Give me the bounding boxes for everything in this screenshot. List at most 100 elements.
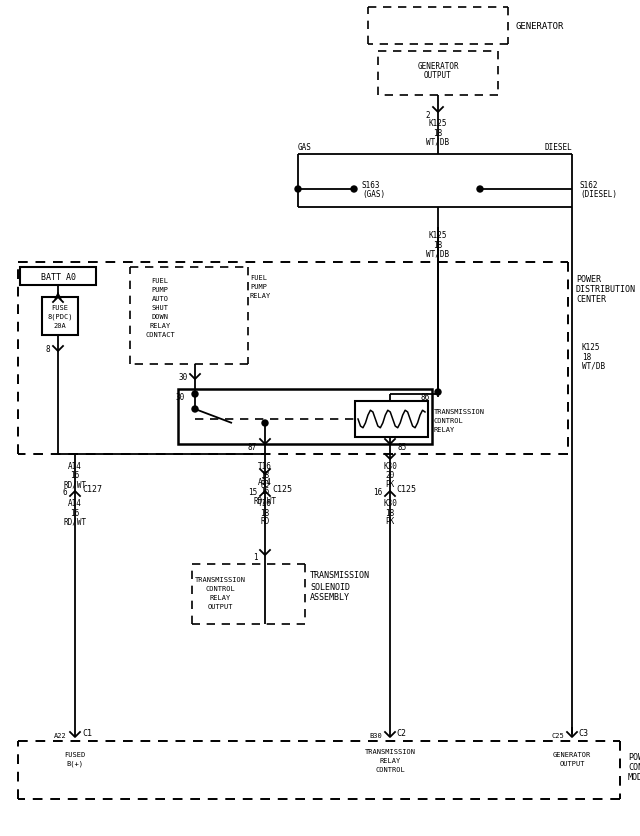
Text: B(+): B(+)	[67, 760, 83, 767]
Text: FUSE: FUSE	[51, 304, 68, 311]
Text: K125: K125	[429, 232, 447, 240]
Text: AUTO: AUTO	[152, 296, 168, 302]
Text: OUTPUT: OUTPUT	[207, 604, 233, 609]
Text: C3: C3	[578, 729, 588, 737]
Text: CENTER: CENTER	[576, 295, 606, 304]
Text: K125: K125	[582, 343, 600, 352]
Text: C1: C1	[82, 729, 92, 737]
Text: PK: PK	[385, 480, 395, 489]
Text: RELAY: RELAY	[380, 757, 401, 763]
Text: RELAY: RELAY	[149, 323, 171, 329]
Bar	[42, 298, 78, 335]
Text: RD: RD	[260, 480, 269, 489]
Text: T16: T16	[258, 462, 272, 471]
Text: 16: 16	[70, 471, 79, 480]
Text: K30: K30	[383, 462, 397, 471]
Text: 1: 1	[253, 553, 258, 562]
Text: CONTROL: CONTROL	[375, 766, 405, 772]
Text: 20: 20	[385, 471, 395, 480]
Text: 18: 18	[260, 508, 269, 517]
Text: POWER: POWER	[576, 275, 601, 284]
Text: GENERATOR: GENERATOR	[516, 22, 564, 30]
Text: 16: 16	[372, 488, 382, 497]
Text: WT/DB: WT/DB	[426, 137, 449, 146]
Text: DIESEL: DIESEL	[544, 143, 572, 152]
Text: SHUT: SHUT	[152, 304, 168, 311]
Text: S163: S163	[362, 181, 381, 191]
Text: FUEL: FUEL	[250, 275, 267, 281]
Circle shape	[192, 406, 198, 412]
Circle shape	[435, 390, 441, 395]
Text: CONTACT: CONTACT	[145, 332, 175, 338]
Text: BATT A0: BATT A0	[40, 273, 76, 281]
Text: A14: A14	[68, 499, 82, 508]
Text: T16: T16	[258, 499, 272, 508]
Text: SOLENOID: SOLENOID	[310, 582, 350, 591]
Text: 15: 15	[248, 488, 257, 497]
Text: TRANSMISSION: TRANSMISSION	[310, 571, 370, 580]
Text: PUMP: PUMP	[250, 283, 267, 289]
Text: K30: K30	[383, 499, 397, 508]
Text: A14: A14	[68, 462, 82, 471]
Text: 18: 18	[582, 352, 591, 361]
Text: DOWN: DOWN	[152, 314, 168, 319]
Text: PK: PK	[385, 517, 395, 526]
Circle shape	[351, 186, 357, 193]
Text: RD/WT: RD/WT	[63, 480, 86, 489]
Text: 18: 18	[260, 471, 269, 480]
Text: 30: 30	[179, 373, 188, 382]
Text: RD/WT: RD/WT	[253, 496, 276, 505]
Text: K125: K125	[429, 120, 447, 129]
Text: GENERATOR: GENERATOR	[553, 751, 591, 757]
Text: 85: 85	[398, 443, 407, 452]
Text: MODULE: MODULE	[628, 772, 640, 782]
Text: WT/DB: WT/DB	[582, 361, 605, 370]
Text: S162: S162	[580, 181, 598, 191]
Text: C2: C2	[396, 729, 406, 737]
Bar	[20, 268, 96, 286]
Text: 20A: 20A	[54, 323, 67, 329]
Bar	[178, 390, 432, 445]
Circle shape	[295, 186, 301, 193]
Text: RELAY: RELAY	[250, 293, 271, 298]
Text: POWERTRAIN: POWERTRAIN	[628, 752, 640, 762]
Text: GAS: GAS	[298, 143, 312, 152]
Text: 18: 18	[433, 129, 443, 137]
Text: 87: 87	[248, 443, 257, 452]
Text: 18: 18	[433, 240, 443, 249]
Text: CONTROL: CONTROL	[628, 762, 640, 772]
Text: OUTPUT: OUTPUT	[559, 760, 585, 766]
Circle shape	[262, 421, 268, 426]
Text: (GAS): (GAS)	[362, 191, 385, 199]
Text: PUMP: PUMP	[152, 287, 168, 293]
Bar	[355, 401, 428, 437]
Text: CONTROL: CONTROL	[205, 585, 235, 591]
Text: 30: 30	[176, 393, 185, 402]
Text: 6: 6	[62, 488, 67, 497]
Text: 16: 16	[260, 487, 269, 496]
Text: CONTROL: CONTROL	[434, 417, 464, 424]
Text: 8(PDC): 8(PDC)	[47, 314, 73, 320]
Text: FUSED: FUSED	[65, 751, 86, 757]
Text: 16: 16	[70, 508, 79, 517]
Text: RD: RD	[260, 517, 269, 526]
Text: A14: A14	[258, 478, 272, 487]
Text: C127: C127	[82, 485, 102, 494]
Circle shape	[477, 186, 483, 193]
Text: OUTPUT: OUTPUT	[424, 71, 452, 80]
Text: FUEL: FUEL	[152, 278, 168, 283]
Text: B30: B30	[369, 732, 382, 738]
Text: WT/DB: WT/DB	[426, 249, 449, 258]
Text: TRANSMISSION: TRANSMISSION	[434, 409, 485, 415]
Text: C125: C125	[272, 485, 292, 494]
Text: TRANSMISSION: TRANSMISSION	[365, 748, 415, 754]
Text: C125: C125	[396, 485, 416, 494]
Text: (DIESEL): (DIESEL)	[580, 191, 617, 199]
Text: A22: A22	[54, 732, 67, 738]
Text: C25: C25	[551, 732, 564, 738]
Text: RD/WT: RD/WT	[63, 517, 86, 526]
Text: 2: 2	[426, 111, 430, 120]
Text: GENERATOR: GENERATOR	[417, 61, 459, 70]
Circle shape	[192, 391, 198, 398]
Text: 8: 8	[45, 345, 50, 354]
